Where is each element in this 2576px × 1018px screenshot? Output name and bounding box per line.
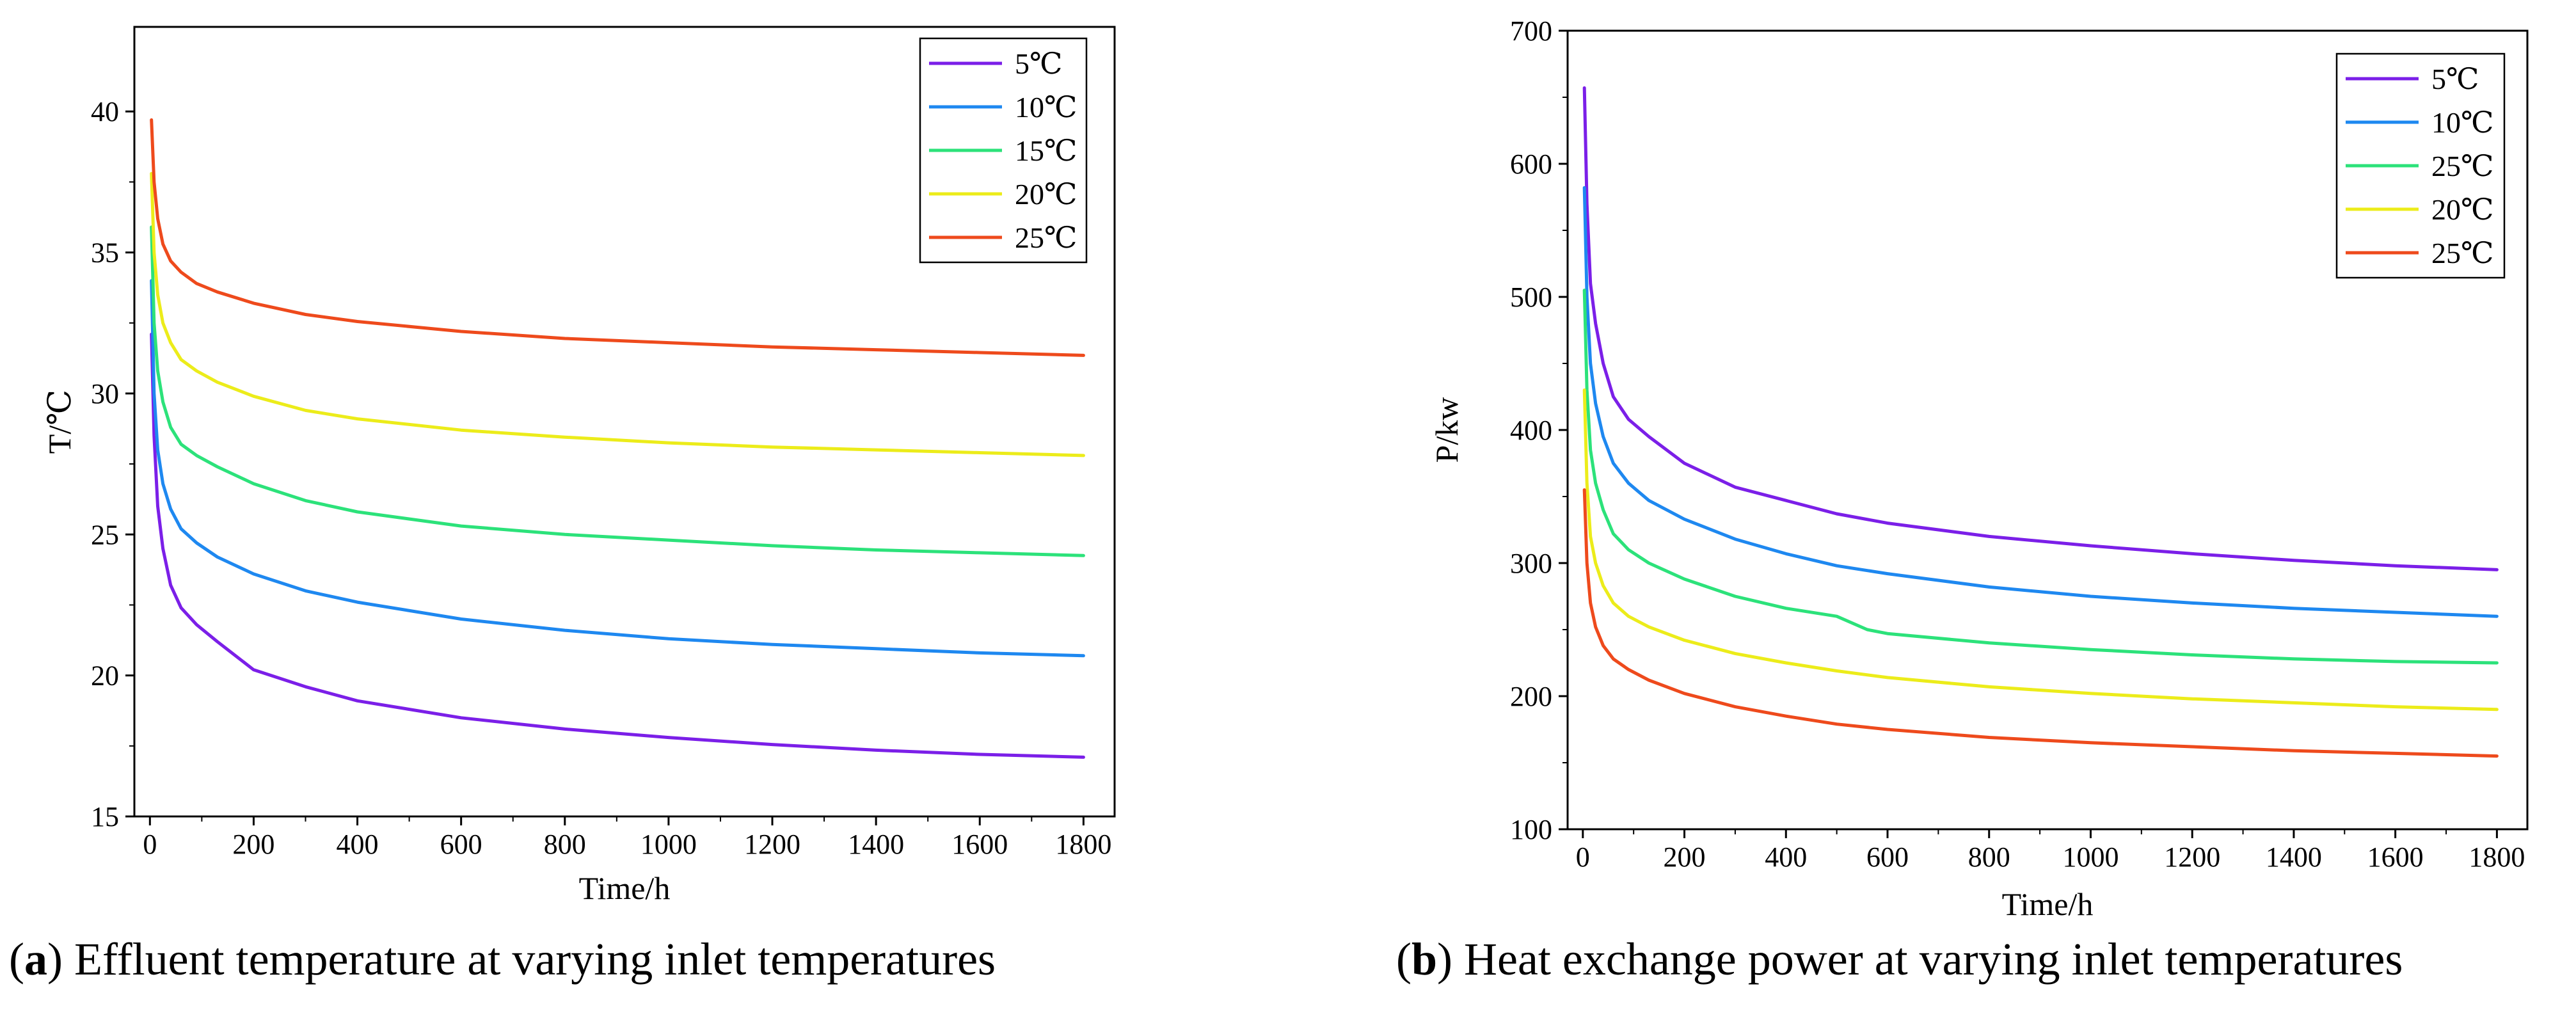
legend-label: 25℃: [2431, 237, 2493, 269]
x-tick-label: 600: [1866, 841, 1909, 873]
legend-label: 10℃: [1015, 91, 1077, 123]
x-tick-label: 1600: [2367, 841, 2424, 873]
x-tick-label: 1400: [2266, 841, 2322, 873]
legend-label: 10℃: [2431, 106, 2493, 139]
series-line-2: [150, 279, 1085, 658]
x-axis-label: Time/h: [2002, 886, 2094, 922]
x-tick-label: 800: [544, 829, 586, 860]
legend-label: 20℃: [2431, 193, 2493, 226]
y-tick-label: 40: [91, 96, 119, 127]
series-line-1: [1582, 86, 2499, 571]
caption-b-letter: b: [1411, 934, 1438, 985]
y-tick-label: 25: [91, 519, 119, 550]
legend-label: 25℃: [1015, 221, 1077, 254]
y-tick-label: 35: [91, 237, 119, 269]
y-tick-label: 30: [91, 378, 119, 410]
x-tick-label: 1600: [951, 829, 1008, 860]
caption-b: (b) Heat exchange power at varying inlet…: [1396, 934, 2403, 985]
chart-effluent-temperature: 0 200 400 600 800 1000 1200 1400 1600 1800 15 20 25 3…: [42, 26, 1116, 906]
legend-label: 5℃: [2431, 63, 2479, 95]
y-tick-label: 700: [1510, 15, 1552, 47]
y-axis-label: T/℃: [42, 390, 77, 454]
x-tick-label: 1400: [848, 829, 904, 860]
y-tick-label: 500: [1510, 282, 1552, 313]
legend-label: 5℃: [1015, 47, 1062, 80]
x-tick-label: 200: [232, 829, 274, 860]
x-tick-label: 1000: [2062, 841, 2119, 873]
legend-label: 15℃: [1015, 134, 1077, 167]
x-tick-label: 400: [337, 829, 379, 860]
y-tick-label: 600: [1510, 148, 1552, 180]
series-line-3: [1582, 289, 2499, 665]
x-tick-label: 400: [1765, 841, 1807, 873]
series-line-3: [150, 225, 1085, 557]
legend-label: 20℃: [1015, 178, 1077, 211]
series-line-1: [150, 332, 1085, 759]
x-tick-label: 1800: [1055, 829, 1111, 860]
y-tick-label: 200: [1510, 681, 1552, 712]
series-line-4: [150, 171, 1085, 457]
series-line-5: [150, 118, 1085, 357]
y-tick-label: 300: [1510, 548, 1552, 579]
x-tick-label: 1200: [2164, 841, 2220, 873]
caption-a-letter: a: [24, 934, 47, 985]
series-line-4: [1582, 388, 2499, 712]
x-tick-label: 0: [1576, 841, 1590, 873]
x-tick-label: 1000: [640, 829, 697, 860]
series-line-2: [1582, 186, 2499, 618]
plot-frame: [133, 26, 1116, 818]
y-axis-label: P/kw: [1429, 397, 1465, 463]
caption-b-text: Heat exchange power at varying inlet tem…: [1464, 934, 2403, 985]
chart-heat-exchange-power: 0 200 400 600 800 1000 1200 1400 1600 1800 100 200 3…: [1429, 15, 2529, 922]
y-tick-label: 15: [91, 801, 119, 832]
caption-a: (a) Effluent temperature at varying inle…: [9, 934, 996, 985]
x-axis-label: Time/h: [579, 870, 671, 906]
x-tick-label: 800: [1968, 841, 2010, 873]
x-tick-label: 0: [143, 829, 157, 860]
x-tick-label: 1200: [744, 829, 800, 860]
x-tick-label: 200: [1664, 841, 1706, 873]
y-tick-label: 20: [91, 660, 119, 692]
caption-a-text: Effluent temperature at varying inlet te…: [74, 934, 996, 985]
x-tick-label: 600: [440, 829, 482, 860]
legend-label: 25℃: [2431, 150, 2493, 182]
series-line-5: [1582, 488, 2499, 758]
x-tick-label: 1800: [2469, 841, 2525, 873]
y-tick-label: 100: [1510, 814, 1552, 845]
y-tick-label: 400: [1510, 415, 1552, 446]
